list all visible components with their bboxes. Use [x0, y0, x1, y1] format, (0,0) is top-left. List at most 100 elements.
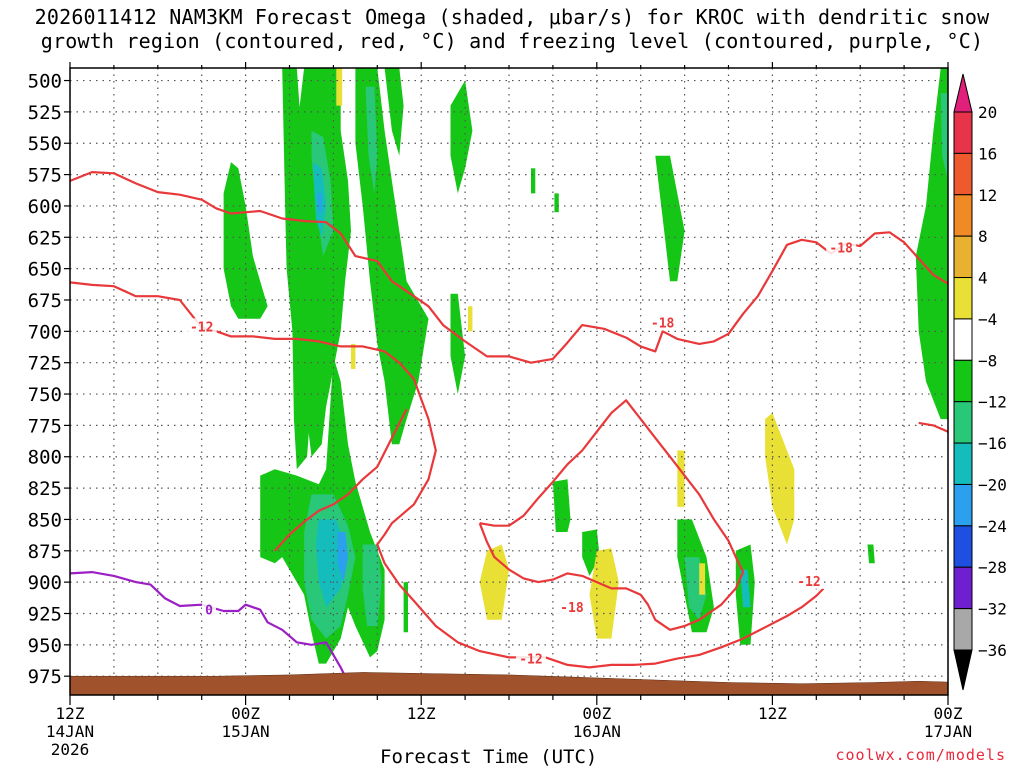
- omega-region-28: [554, 193, 559, 213]
- omega-region-36: [351, 343, 356, 369]
- omega-region-8: [384, 68, 404, 156]
- x-tick-label-5-1: 17JAN: [924, 722, 972, 741]
- colorbar-label-1: 16: [978, 144, 997, 163]
- y-tick-label-575: 575: [28, 165, 62, 187]
- omega-region-0: [223, 162, 268, 319]
- colorbar-label-13: −36: [978, 641, 1007, 660]
- omega-region-19: [655, 155, 685, 282]
- y-tick-label-650: 650: [28, 259, 62, 281]
- x-tick-label-2-0: 12Z: [407, 704, 436, 723]
- omega-region-13: [337, 532, 348, 583]
- colorbar-label-4: 4: [978, 269, 988, 288]
- isotherm-label-3: -18: [560, 601, 584, 616]
- chart-title-line1: 2026011412 NAM3KM Forecast Omega (shaded…: [34, 5, 990, 29]
- y-tick-label-725: 725: [28, 353, 62, 375]
- colorbar-bin-1: [953, 152, 973, 196]
- colorbar-label-8: −16: [978, 434, 1007, 453]
- x-tick-label-0-0: 12Z: [56, 704, 85, 723]
- colorbar-label-2: 12: [978, 186, 997, 205]
- x-tick-label-5-0: 00Z: [934, 704, 963, 723]
- y-tick-label-500: 500: [28, 71, 62, 93]
- x-tick-label-3-1: 16JAN: [573, 722, 621, 741]
- y-tick-label-975: 975: [28, 666, 62, 688]
- colorbar-bin-5: [953, 318, 973, 361]
- omega-region-30: [468, 306, 473, 332]
- colorbar: 20 16 12 8 4 −4 −8 −12 −16 −20 −24 −28 −32 −36: [953, 73, 1007, 691]
- omega-region-26: [867, 544, 875, 564]
- colorbar-bin-8: [953, 442, 973, 485]
- x-tick-label-4-0: 12Z: [758, 704, 787, 723]
- y-tick-label-700: 700: [28, 321, 62, 343]
- isotherm-label-bg-2: [826, 239, 857, 256]
- y-tick-label-525: 525: [28, 102, 62, 124]
- omega-region-5: [317, 193, 322, 213]
- y-tick-label-625: 625: [28, 227, 62, 249]
- x-tick-label-0-2: 2026: [51, 740, 90, 759]
- y-tick-label-875: 875: [28, 541, 62, 563]
- colorbar-bin-grey: [953, 608, 973, 651]
- omega-region-24: [915, 68, 948, 420]
- isotherm-label-5: -12: [797, 575, 820, 590]
- omega-region-27: [531, 168, 536, 194]
- y-tick-label-550: 550: [28, 133, 62, 155]
- omega-region-33: [677, 450, 685, 507]
- y-tick-label-600: 600: [28, 196, 62, 218]
- isotherm-label-2: -18: [829, 241, 853, 256]
- isotherm-label-bg-5: [793, 572, 824, 589]
- omega-region-25: [940, 93, 948, 181]
- x-tick-label-3-0: 00Z: [582, 704, 611, 723]
- isotherm-label-4: -12: [519, 653, 542, 668]
- omega-region-23: [740, 569, 751, 608]
- freezing-label-bg-0: [202, 601, 217, 618]
- omega-region-14: [362, 544, 382, 626]
- y-tick-label-950: 950: [28, 635, 62, 657]
- isotherm-label-bg-0: [186, 318, 217, 335]
- y-tick-label-775: 775: [28, 415, 62, 437]
- x-axis-title: Forecast Time (UTC): [380, 746, 598, 768]
- isotherm-line-4: [918, 421, 948, 433]
- colorbar-label-12: −32: [978, 600, 1007, 619]
- isotherm-line-3: [478, 399, 745, 631]
- omega-region-32: [589, 548, 619, 639]
- colorbar-bin-3: [953, 235, 973, 279]
- freezing-label-0: 0: [205, 604, 213, 619]
- colorbar-bin-9: [953, 483, 973, 527]
- colorbar-label-3: 8: [978, 227, 988, 246]
- colorbar-label-10: −24: [978, 517, 1007, 536]
- colorbar-label-9: −20: [978, 475, 1007, 494]
- chart-title-line2: growth region (contoured, red, °C) and f…: [40, 29, 984, 53]
- colorbar-bottom-arrow: [953, 649, 973, 691]
- omega-region-35: [699, 563, 706, 595]
- isotherm-line-2: [274, 408, 408, 552]
- y-tick-label-825: 825: [28, 478, 62, 500]
- y-tick-label-900: 900: [28, 572, 62, 594]
- isotherm-label-bg-3: [556, 599, 587, 616]
- isotherm-line-1: [70, 281, 825, 669]
- colorbar-label-6: −8: [978, 351, 997, 370]
- y-tick-label-750: 750: [28, 384, 62, 406]
- colorbar-bin-11: [953, 566, 973, 610]
- colorbar-label-0: 20: [978, 103, 997, 122]
- colorbar-bin-0: [953, 111, 973, 154]
- omega-region-16: [450, 80, 473, 194]
- x-tick-label-1-0: 00Z: [231, 704, 260, 723]
- terrain-fill: [70, 672, 948, 695]
- colorbar-bin-10: [953, 525, 973, 568]
- credit-text: coolwx.com/models: [835, 746, 1006, 764]
- y-tick-label-675: 675: [28, 290, 62, 312]
- omega-region-29: [336, 68, 343, 106]
- plot-area: -12 -18 -18 -18 -12 -12 0: [70, 68, 948, 695]
- isotherm-label-bg-1: [647, 314, 678, 331]
- freezing-level-line: [70, 571, 349, 683]
- colorbar-label-7: −12: [978, 393, 1007, 412]
- y-tick-label-850: 850: [28, 509, 62, 531]
- omega-region-2: [293, 68, 351, 457]
- colorbar-bin-2: [953, 194, 973, 237]
- colorbar-label-5: −4: [978, 310, 997, 329]
- omega-region-17: [552, 479, 571, 532]
- y-tick-label-925: 925: [28, 603, 62, 625]
- colorbar-label-11: −28: [978, 558, 1007, 577]
- x-tick-label-0-1: 14JAN: [46, 722, 94, 741]
- colorbar-bin-4: [953, 277, 973, 320]
